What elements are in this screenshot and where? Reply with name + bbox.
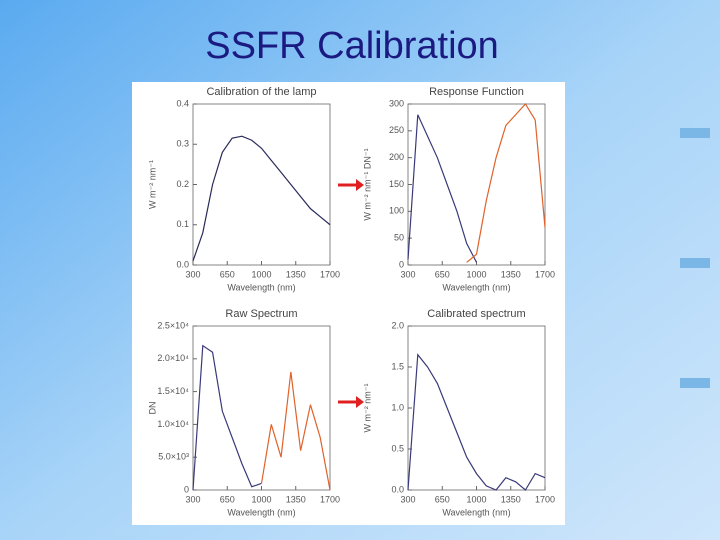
x-tick-label: 300 — [185, 494, 200, 504]
x-tick-label: 1000 — [251, 494, 271, 504]
x-tick-label: 1350 — [501, 494, 521, 504]
y-tick-label: 2.0 — [391, 320, 404, 330]
x-tick-label: 300 — [400, 269, 415, 279]
data-line — [407, 353, 546, 491]
y-tick-label: 250 — [389, 125, 404, 135]
x-tick-label: 650 — [435, 494, 450, 504]
x-tick-label: 1700 — [535, 494, 555, 504]
x-tick-label: 1700 — [535, 269, 555, 279]
y-tick-label: 0 — [399, 259, 404, 269]
chart-title: Raw Spectrum — [225, 308, 297, 320]
y-tick-label: 0.1 — [176, 219, 189, 229]
y-tick-label: 1.5 — [391, 361, 404, 371]
decoration — [680, 258, 710, 268]
chart-title: Response Function — [429, 86, 524, 98]
y-tick-label: 0.0 — [391, 484, 404, 494]
y-axis-label: W m⁻² nm⁻¹ — [147, 160, 157, 209]
y-tick-label: 2.5×10⁴ — [157, 320, 189, 330]
y-tick-label: 0.3 — [176, 139, 189, 149]
data-line — [192, 135, 331, 262]
data-line — [192, 344, 262, 491]
data-line — [466, 103, 546, 263]
x-tick-label: 300 — [400, 494, 415, 504]
y-tick-label: 0.0 — [176, 259, 189, 269]
charts: Calibration of the lamp Wavelength (nm) W … — [147, 86, 555, 517]
x-tick-label: 650 — [220, 494, 235, 504]
x-tick-label: 1700 — [320, 494, 340, 504]
x-tick-label: 1700 — [320, 269, 340, 279]
decoration — [680, 378, 710, 388]
x-tick-label: 1000 — [466, 269, 486, 279]
y-tick-label: 300 — [389, 98, 404, 108]
arrow — [338, 179, 364, 191]
y-tick-label: 0.4 — [176, 98, 189, 108]
data-line — [407, 114, 478, 263]
x-tick-label: 1000 — [251, 269, 271, 279]
y-tick-label: 5.0×10³ — [158, 452, 189, 462]
y-tick-label: 200 — [389, 152, 404, 162]
x-tick-label: 1350 — [501, 269, 521, 279]
y-axis-label: DN — [147, 402, 157, 415]
y-tick-label: 1.0 — [391, 402, 404, 412]
x-tick-label: 650 — [220, 269, 235, 279]
y-axis-label: W m⁻² nm⁻¹ DN⁻¹ — [362, 148, 372, 220]
y-tick-label: 0.2 — [176, 179, 189, 189]
slide-title: SSFR Calibration — [205, 25, 499, 67]
x-tick-label: 1350 — [286, 269, 306, 279]
y-tick-label: 0.5 — [391, 443, 404, 453]
decoration — [680, 128, 710, 138]
x-tick-label: 1000 — [466, 494, 486, 504]
y-tick-label: 1.5×10⁴ — [157, 386, 189, 396]
y-tick-label: 2.0×10⁴ — [157, 353, 189, 363]
y-axis-label: W m⁻² nm⁻¹ — [362, 384, 372, 433]
x-axis-label: Wavelength (nm) — [227, 282, 295, 292]
x-axis-label: Wavelength (nm) — [442, 282, 510, 292]
y-tick-label: 1.0×10⁴ — [157, 419, 189, 429]
y-tick-label: 150 — [389, 179, 404, 189]
figure-panel — [132, 82, 565, 525]
y-tick-label: 0 — [184, 484, 189, 494]
y-tick-label: 100 — [389, 206, 404, 216]
x-axis-label: Wavelength (nm) — [227, 507, 295, 517]
arrow — [338, 396, 364, 408]
x-tick-label: 650 — [435, 269, 450, 279]
data-line — [260, 371, 331, 491]
x-tick-label: 300 — [185, 269, 200, 279]
chart-title: Calibration of the lamp — [206, 86, 316, 98]
chart-title: Calibrated spectrum — [427, 308, 525, 320]
x-axis-label: Wavelength (nm) — [442, 507, 510, 517]
x-tick-label: 1350 — [286, 494, 306, 504]
y-tick-label: 50 — [394, 233, 404, 243]
